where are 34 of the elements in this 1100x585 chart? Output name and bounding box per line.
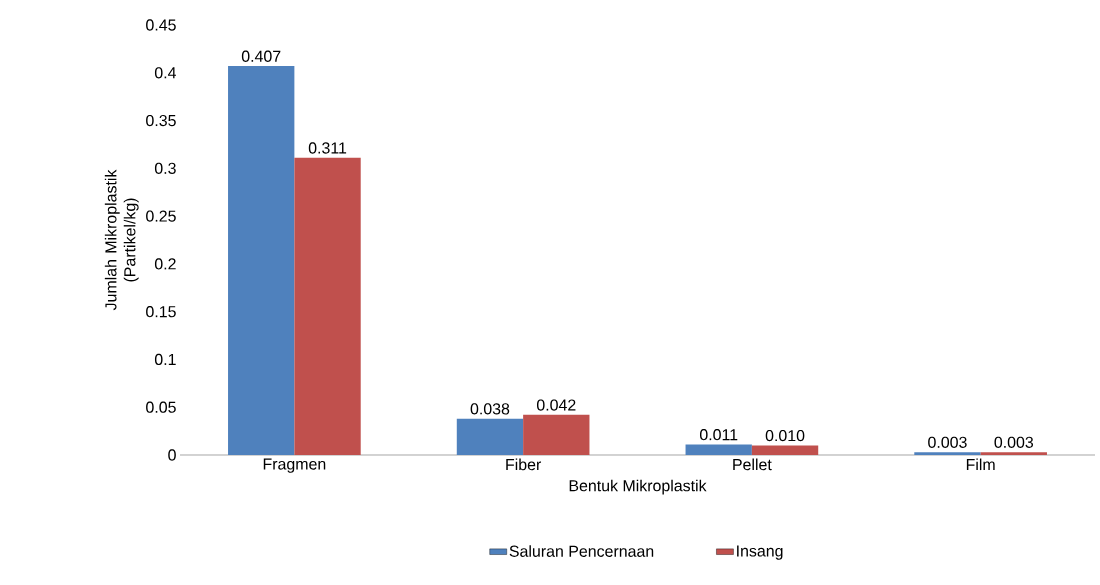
y-tick-label: 0.15 <box>146 306 176 318</box>
x-tick-label: Fiber <box>506 458 542 471</box>
y-tick-label: 0.4 <box>154 67 177 79</box>
bar <box>294 157 361 455</box>
x-axis-title: Bentuk Mikroplastik <box>569 479 707 495</box>
data-label: 0.010 <box>765 429 805 442</box>
data-label: 0.042 <box>536 399 576 411</box>
x-tick-label: Pellet <box>733 458 772 471</box>
x-tick-label: Film <box>966 458 995 471</box>
data-label: 0.038 <box>470 403 510 415</box>
y-tick-label: 0.2 <box>154 258 176 270</box>
data-label: 0.003 <box>994 436 1034 448</box>
y-tick-label: 0.25 <box>146 210 176 222</box>
y-tick-label: 0.35 <box>146 114 176 127</box>
bar <box>523 414 590 455</box>
data-label: 0.003 <box>928 436 967 448</box>
y-tick-label: 0.45 <box>146 19 176 31</box>
bar <box>980 452 1047 455</box>
bar <box>751 445 819 455</box>
y-tick-label: 0.1 <box>154 353 176 366</box>
y-axis-title: Jumlah Mikroplastik (Partikel/kg) <box>104 169 139 311</box>
bar <box>914 452 981 455</box>
y-tick-label: 0.3 <box>154 162 176 174</box>
y-tick-label: 0.05 <box>146 401 176 413</box>
data-label: 0.311 <box>308 142 347 154</box>
legend-label: Saluran Pencernaan <box>509 545 654 557</box>
bar <box>685 444 752 455</box>
y-tick-label: 0 <box>168 449 176 461</box>
bar <box>456 418 524 455</box>
data-label: 0.407 <box>241 50 281 62</box>
x-tick-label: Fragmen <box>263 458 326 473</box>
legend-label: Insang <box>737 545 783 560</box>
data-label: 0.011 <box>699 429 738 441</box>
bar <box>228 66 295 455</box>
